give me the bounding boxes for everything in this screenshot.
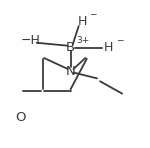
Text: H: H xyxy=(78,15,87,28)
Text: 3+: 3+ xyxy=(77,36,90,45)
Text: O: O xyxy=(15,111,26,124)
Text: N: N xyxy=(66,65,75,78)
Text: −: − xyxy=(89,9,97,18)
Text: −H: −H xyxy=(21,34,41,47)
Text: −: − xyxy=(116,35,123,44)
Text: H: H xyxy=(104,41,114,54)
Text: B: B xyxy=(66,41,75,54)
